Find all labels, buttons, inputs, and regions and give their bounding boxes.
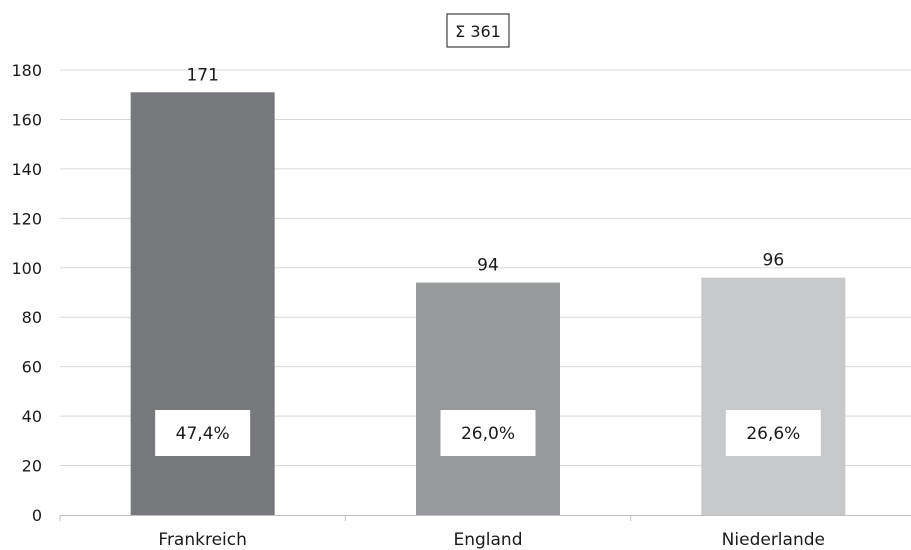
chart-title: Σ 361 xyxy=(455,22,501,41)
percent-labels: 47,4% 26,0% 26,6% xyxy=(155,410,821,456)
category-label: England xyxy=(453,530,522,550)
bars xyxy=(130,92,846,515)
bar-niederlande xyxy=(701,277,846,515)
y-tick-label: 80 xyxy=(22,308,42,327)
percent-label-box xyxy=(155,410,251,456)
category-labels: Frankreich England Niederlande xyxy=(158,530,825,550)
y-axis-tick-labels: 0 20 40 60 80 100 120 140 160 180 xyxy=(11,61,42,525)
value-label: 171 xyxy=(186,65,218,85)
y-tick-label: 120 xyxy=(11,209,42,228)
y-tick-label: 0 xyxy=(32,506,42,525)
value-label: 96 xyxy=(763,251,785,271)
y-tick-label: 20 xyxy=(22,457,42,476)
value-labels: 171 94 96 xyxy=(186,65,784,275)
percent-label-box xyxy=(440,410,536,456)
y-tick-label: 100 xyxy=(11,259,42,278)
chart-title-box: Σ 361 xyxy=(446,13,510,48)
percent-label: 47,4% xyxy=(176,424,230,444)
y-tick-label: 140 xyxy=(11,160,42,179)
x-axis xyxy=(59,515,911,521)
percent-label-box xyxy=(725,410,821,456)
y-tick-label: 160 xyxy=(11,110,42,129)
chart-title-border xyxy=(446,13,510,48)
y-tick-label: 180 xyxy=(11,61,42,80)
percent-label: 26,6% xyxy=(746,424,800,444)
category-label: Niederlande xyxy=(722,530,825,550)
percent-label: 26,0% xyxy=(461,424,515,444)
y-tick-label: 40 xyxy=(22,407,42,426)
bar-england xyxy=(416,282,560,515)
y-tick-label: 60 xyxy=(22,358,42,377)
value-label: 94 xyxy=(477,256,499,276)
category-label: Frankreich xyxy=(158,530,247,550)
